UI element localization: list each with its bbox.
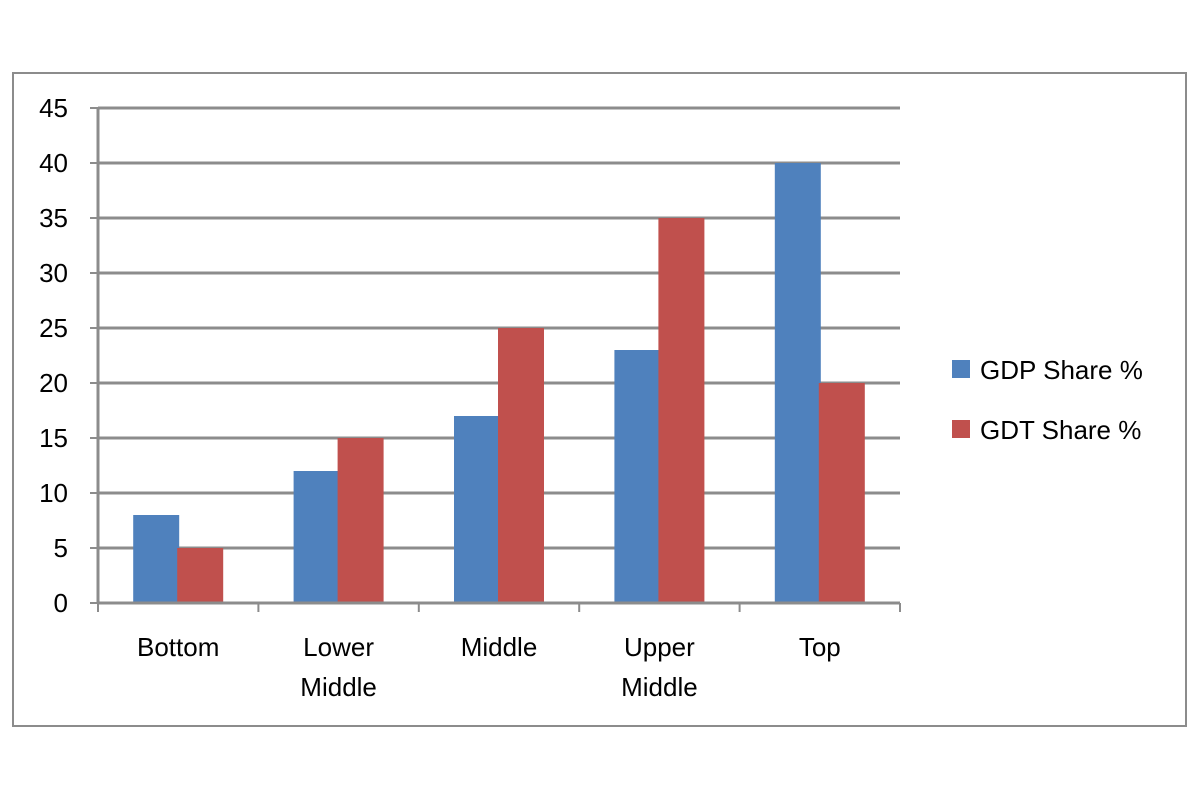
y-tick-label: 15 (39, 423, 68, 453)
y-tick-label: 45 (39, 93, 68, 123)
bar-gdp-share--0 (133, 515, 180, 603)
x-tick-label: Middle (621, 672, 698, 702)
x-tick-label: Bottom (137, 632, 219, 662)
x-tick-labels: Bottom Lower Middle Middle Upper Middle Top (137, 632, 841, 702)
bar-gdp-share--1 (293, 471, 340, 603)
legend-swatch-1 (952, 420, 970, 438)
chart-frame (12, 72, 1187, 727)
legend-swatch-0 (952, 360, 970, 378)
bar-gdt-share--3 (658, 218, 705, 603)
bar-gdt-share--0 (177, 548, 224, 603)
bar-gdp-share--4 (774, 163, 821, 603)
y-tick-label: 20 (39, 368, 68, 398)
bar-gdt-share--1 (337, 438, 384, 603)
x-tick-label: Middle (461, 632, 538, 662)
y-tick-label: 35 (39, 203, 68, 233)
legend-label-1: GDT Share % (980, 415, 1141, 445)
x-tick-label: Lower (303, 632, 374, 662)
x-tick-label: Middle (300, 672, 377, 702)
y-tick-label: 30 (39, 258, 68, 288)
bar-gdt-share--2 (498, 328, 544, 603)
axes (90, 107, 901, 612)
y-tick-labels: 0 5 10 15 20 25 30 35 40 45 (39, 93, 68, 618)
gridlines (98, 106, 900, 550)
y-tick-label: 10 (39, 478, 68, 508)
y-tick-label: 5 (54, 533, 68, 563)
y-tick-label: 0 (54, 588, 68, 618)
legend: GDP Share % GDT Share % (952, 355, 1143, 445)
x-tick-label: Upper (624, 632, 695, 662)
bar-gdt-share--4 (818, 383, 865, 603)
bar-gdp-share--2 (454, 416, 500, 603)
x-tick-label: Top (799, 632, 841, 662)
y-tick-label: 25 (39, 313, 68, 343)
legend-label-0: GDP Share % (980, 355, 1143, 385)
y-tick-label: 40 (39, 148, 68, 178)
bar-gdp-share--3 (614, 350, 661, 603)
bars (133, 163, 865, 603)
